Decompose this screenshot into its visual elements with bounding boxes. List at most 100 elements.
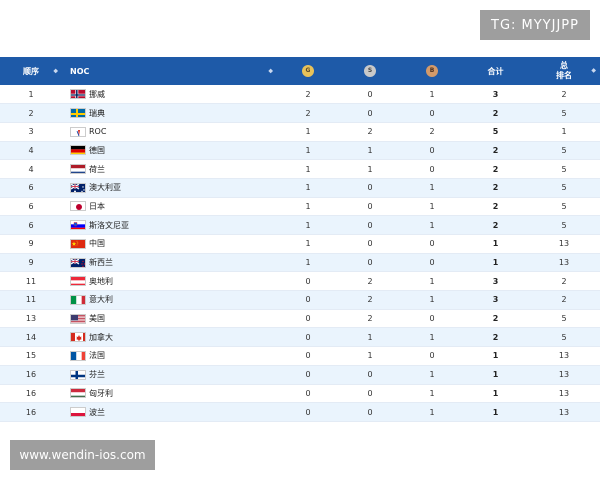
bronze-count-cell: 0 bbox=[429, 314, 435, 324]
noc-cell[interactable]: 匈牙利 bbox=[62, 384, 277, 403]
country-name[interactable]: 奥地利 bbox=[89, 276, 113, 286]
noc-cell[interactable]: 奥地利 bbox=[62, 272, 277, 291]
table-row[interactable]: 1 挪威 2 0 1 3 2 bbox=[0, 85, 600, 104]
column-header-total[interactable]: 合计 bbox=[463, 57, 528, 85]
column-header-total-rank-line2: 排名 bbox=[556, 71, 572, 80]
country-name[interactable]: 新西兰 bbox=[89, 258, 113, 268]
gold-count-cell: 0 bbox=[305, 332, 311, 342]
table-row[interactable]: 14 加拿大 0 1 1 2 5 bbox=[0, 327, 600, 347]
country-name[interactable]: 日本 bbox=[89, 201, 105, 211]
gold-count-cell: 1 bbox=[305, 127, 311, 137]
table-row[interactable]: 6 日本 1 0 1 2 5 bbox=[0, 197, 600, 216]
noc-cell[interactable]: 澳大利亚 bbox=[62, 178, 277, 197]
noc-cell[interactable]: 美国 bbox=[62, 309, 277, 328]
column-header-total-rank[interactable]: 总 排名 ◆ bbox=[528, 57, 600, 85]
sort-icon[interactable]: ◆ bbox=[591, 67, 596, 74]
table-row[interactable]: 11 奥地利 0 2 1 3 2 bbox=[0, 271, 600, 291]
noc-cell[interactable]: 加拿大 bbox=[62, 328, 277, 347]
noc-cell[interactable]: 瑞典 bbox=[62, 104, 277, 123]
total-rank-cell: 1 bbox=[561, 127, 567, 137]
total-count-cell: 3 bbox=[492, 295, 499, 305]
table-row[interactable]: 3 ROC 1 2 2 5 1 bbox=[0, 122, 600, 142]
noc-cell[interactable]: 斯洛文尼亚 bbox=[62, 216, 277, 235]
country-name[interactable]: 德国 bbox=[89, 145, 105, 155]
noc-cell[interactable]: 荷兰 bbox=[62, 160, 277, 179]
country-name[interactable]: 美国 bbox=[89, 314, 105, 324]
gold-count-cell: 0 bbox=[305, 388, 311, 398]
country-name[interactable]: ROC bbox=[89, 127, 107, 137]
noc-cell[interactable]: 日本 bbox=[62, 197, 277, 216]
silver-count-cell: 2 bbox=[367, 295, 373, 305]
total-rank-cell: 2 bbox=[561, 276, 567, 286]
noc-cell[interactable]: 法国 bbox=[62, 347, 277, 366]
silver-count-cell: 0 bbox=[367, 407, 373, 417]
table-row[interactable]: 4 德国 1 1 0 2 5 bbox=[0, 141, 600, 160]
country-name[interactable]: 意大利 bbox=[89, 295, 113, 305]
gold-count-cell: 1 bbox=[305, 239, 311, 249]
sort-icon[interactable]: ◆ bbox=[53, 67, 58, 75]
column-header-silver[interactable]: S bbox=[339, 57, 401, 85]
rank-cell: 4 bbox=[28, 145, 34, 155]
silver-count-cell: 0 bbox=[367, 201, 373, 211]
netherlands-flag-icon bbox=[70, 164, 86, 175]
country-name[interactable]: 匈牙利 bbox=[89, 388, 113, 398]
bronze-count-cell: 1 bbox=[429, 388, 435, 398]
silver-count-cell: 1 bbox=[367, 332, 373, 342]
table-row[interactable]: 16 芬兰 0 0 1 1 13 bbox=[0, 365, 600, 384]
table-row[interactable]: 9 新西兰 1 0 0 1 13 bbox=[0, 253, 600, 272]
noc-cell[interactable]: 挪威 bbox=[62, 85, 277, 104]
column-header-noc[interactable]: NOC ◆ bbox=[62, 57, 277, 85]
total-count-cell: 2 bbox=[492, 145, 499, 155]
noc-cell[interactable]: 中国 bbox=[62, 235, 277, 254]
table-row[interactable]: 13 美国 0 2 0 2 5 bbox=[0, 309, 600, 328]
medal-table: 顺序 ◆ NOC ◆ G S B 合计 bbox=[0, 57, 600, 422]
country-name[interactable]: 加拿大 bbox=[89, 332, 113, 342]
total-count-cell: 2 bbox=[492, 183, 499, 193]
country-name[interactable]: 澳大利亚 bbox=[89, 183, 121, 193]
silver-count-cell: 0 bbox=[367, 239, 373, 249]
table-row[interactable]: 2 瑞典 2 0 0 2 5 bbox=[0, 103, 600, 123]
noc-cell[interactable]: 德国 bbox=[62, 141, 277, 160]
gold-count-cell: 1 bbox=[305, 183, 311, 193]
country-name[interactable]: 芬兰 bbox=[89, 370, 105, 380]
noc-cell[interactable]: ROC bbox=[62, 122, 277, 141]
table-row[interactable]: 11 意大利 0 2 1 3 2 bbox=[0, 290, 600, 310]
column-header-rank[interactable]: 顺序 ◆ bbox=[0, 57, 62, 85]
gold-count-cell: 2 bbox=[305, 89, 311, 99]
silver-medal-icon: S bbox=[364, 65, 376, 77]
table-row[interactable]: 6 澳大利亚 1 0 1 2 5 bbox=[0, 178, 600, 198]
total-count-cell: 2 bbox=[492, 108, 499, 118]
country-name[interactable]: 中国 bbox=[89, 239, 105, 249]
country-name[interactable]: 波兰 bbox=[89, 407, 105, 417]
table-row[interactable]: 9 中国 1 0 0 1 13 bbox=[0, 234, 600, 254]
country-name[interactable]: 瑞典 bbox=[89, 108, 105, 118]
table-row[interactable]: 6 斯洛文尼亚 1 0 1 2 5 bbox=[0, 215, 600, 235]
column-header-bronze[interactable]: B bbox=[401, 57, 463, 85]
norway-flag-icon bbox=[70, 89, 86, 100]
country-name[interactable]: 斯洛文尼亚 bbox=[89, 220, 129, 230]
poland-flag-icon bbox=[70, 407, 86, 418]
gold-count-cell: 2 bbox=[305, 108, 311, 118]
table-row[interactable]: 15 法国 0 1 0 1 13 bbox=[0, 346, 600, 366]
rank-cell: 6 bbox=[28, 183, 34, 193]
noc-cell[interactable]: 波兰 bbox=[62, 403, 277, 422]
sort-icon[interactable]: ◆ bbox=[268, 67, 273, 75]
gold-count-cell: 0 bbox=[305, 370, 311, 380]
table-row[interactable]: 4 荷兰 1 1 0 2 5 bbox=[0, 159, 600, 179]
table-row[interactable]: 16 波兰 0 0 1 1 13 bbox=[0, 402, 600, 422]
column-header-gold[interactable]: G bbox=[277, 57, 339, 85]
country-name[interactable]: 挪威 bbox=[89, 89, 105, 99]
total-count-cell: 2 bbox=[492, 220, 499, 230]
gold-count-cell: 0 bbox=[305, 314, 311, 324]
total-rank-cell: 13 bbox=[558, 370, 570, 380]
country-name[interactable]: 荷兰 bbox=[89, 164, 105, 174]
total-count-cell: 2 bbox=[492, 164, 499, 174]
noc-cell[interactable]: 意大利 bbox=[62, 291, 277, 310]
noc-cell[interactable]: 新西兰 bbox=[62, 253, 277, 272]
country-name[interactable]: 法国 bbox=[89, 351, 105, 361]
rank-cell: 16 bbox=[25, 388, 37, 398]
rank-cell: 11 bbox=[25, 276, 37, 286]
table-row[interactable]: 16 匈牙利 0 0 1 1 13 bbox=[0, 384, 600, 403]
noc-cell[interactable]: 芬兰 bbox=[62, 365, 277, 384]
silver-count-cell: 0 bbox=[367, 388, 373, 398]
